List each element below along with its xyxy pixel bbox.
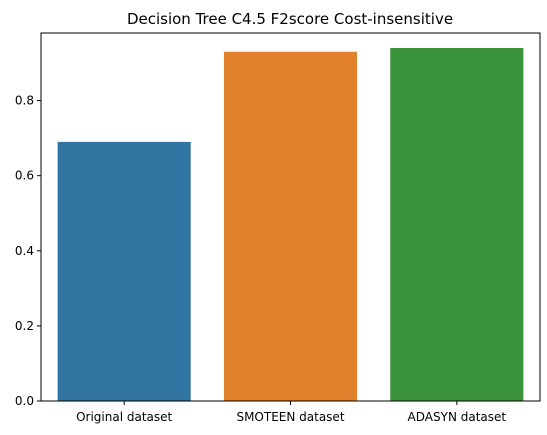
y-tick-label: 0.6 — [15, 169, 34, 183]
x-tick-label: ADASYN dataset — [408, 410, 507, 424]
bar-smoteen-dataset — [223, 51, 358, 401]
x-axis: Original dataset SMOTEEN dataset ADASYN da… — [76, 401, 506, 424]
y-tick-label: 0.2 — [15, 319, 34, 333]
chart-title: Decision Tree C4.5 F2score Cost-insensit… — [127, 10, 453, 28]
plot-frame — [40, 32, 541, 402]
y-tick-label: 0.8 — [15, 94, 34, 108]
y-axis: 0.0 0.2 0.4 0.6 0.8 — [15, 94, 41, 408]
bars-group — [57, 48, 524, 402]
x-tick-label: Original dataset — [76, 410, 172, 424]
y-tick-label: 0.0 — [15, 394, 34, 408]
bar-adasyn-dataset — [390, 48, 524, 402]
y-tick-label: 0.4 — [15, 244, 34, 258]
bar-original-dataset — [57, 141, 191, 401]
x-tick-label: SMOTEEN dataset — [236, 410, 344, 424]
